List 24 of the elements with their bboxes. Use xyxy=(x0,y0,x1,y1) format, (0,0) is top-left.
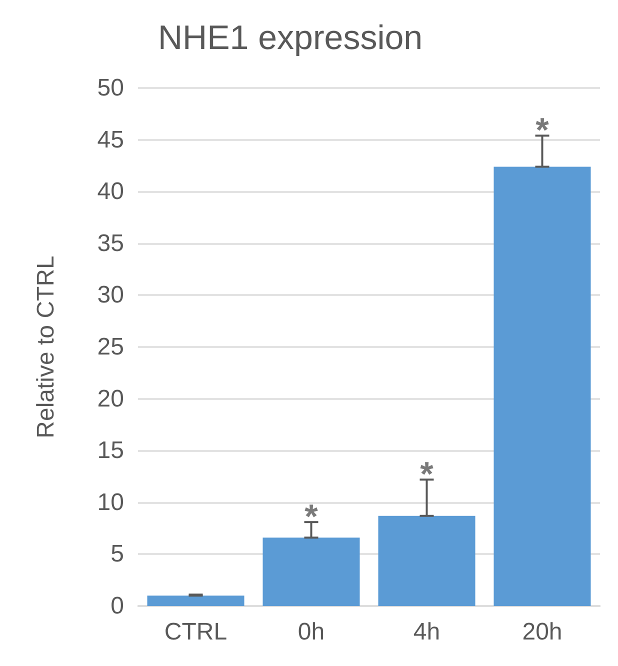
bar xyxy=(494,166,591,606)
x-tick-label: 20h xyxy=(522,618,562,646)
chart-title: NHE1 expression xyxy=(158,19,423,57)
y-tick-label: 10 xyxy=(97,488,124,516)
y-tick-label: 50 xyxy=(97,74,124,102)
bar xyxy=(147,596,244,606)
annotation: * xyxy=(304,498,319,536)
x-tick-label: 0h xyxy=(298,618,325,646)
y-tick-label: 0 xyxy=(110,592,124,620)
y-tick-label: 5 xyxy=(110,540,124,568)
y-tick-label: 45 xyxy=(97,126,124,154)
y-tick-label: 30 xyxy=(97,282,124,309)
x-tick-label: 4h xyxy=(413,618,440,646)
y-tick-label: 20 xyxy=(97,385,124,412)
y-tick-label: 25 xyxy=(97,334,124,360)
annotation: * xyxy=(420,456,434,494)
bar xyxy=(378,516,476,606)
y-tick-label: 35 xyxy=(97,230,124,257)
x-tick-label: CTRL xyxy=(164,618,228,646)
annotation: * xyxy=(536,112,550,150)
y-axis-title: Relative to CTRL xyxy=(32,256,60,438)
y-tick-label: 15 xyxy=(97,437,124,464)
bar xyxy=(262,538,360,606)
y-tick-label: 40 xyxy=(97,178,124,206)
